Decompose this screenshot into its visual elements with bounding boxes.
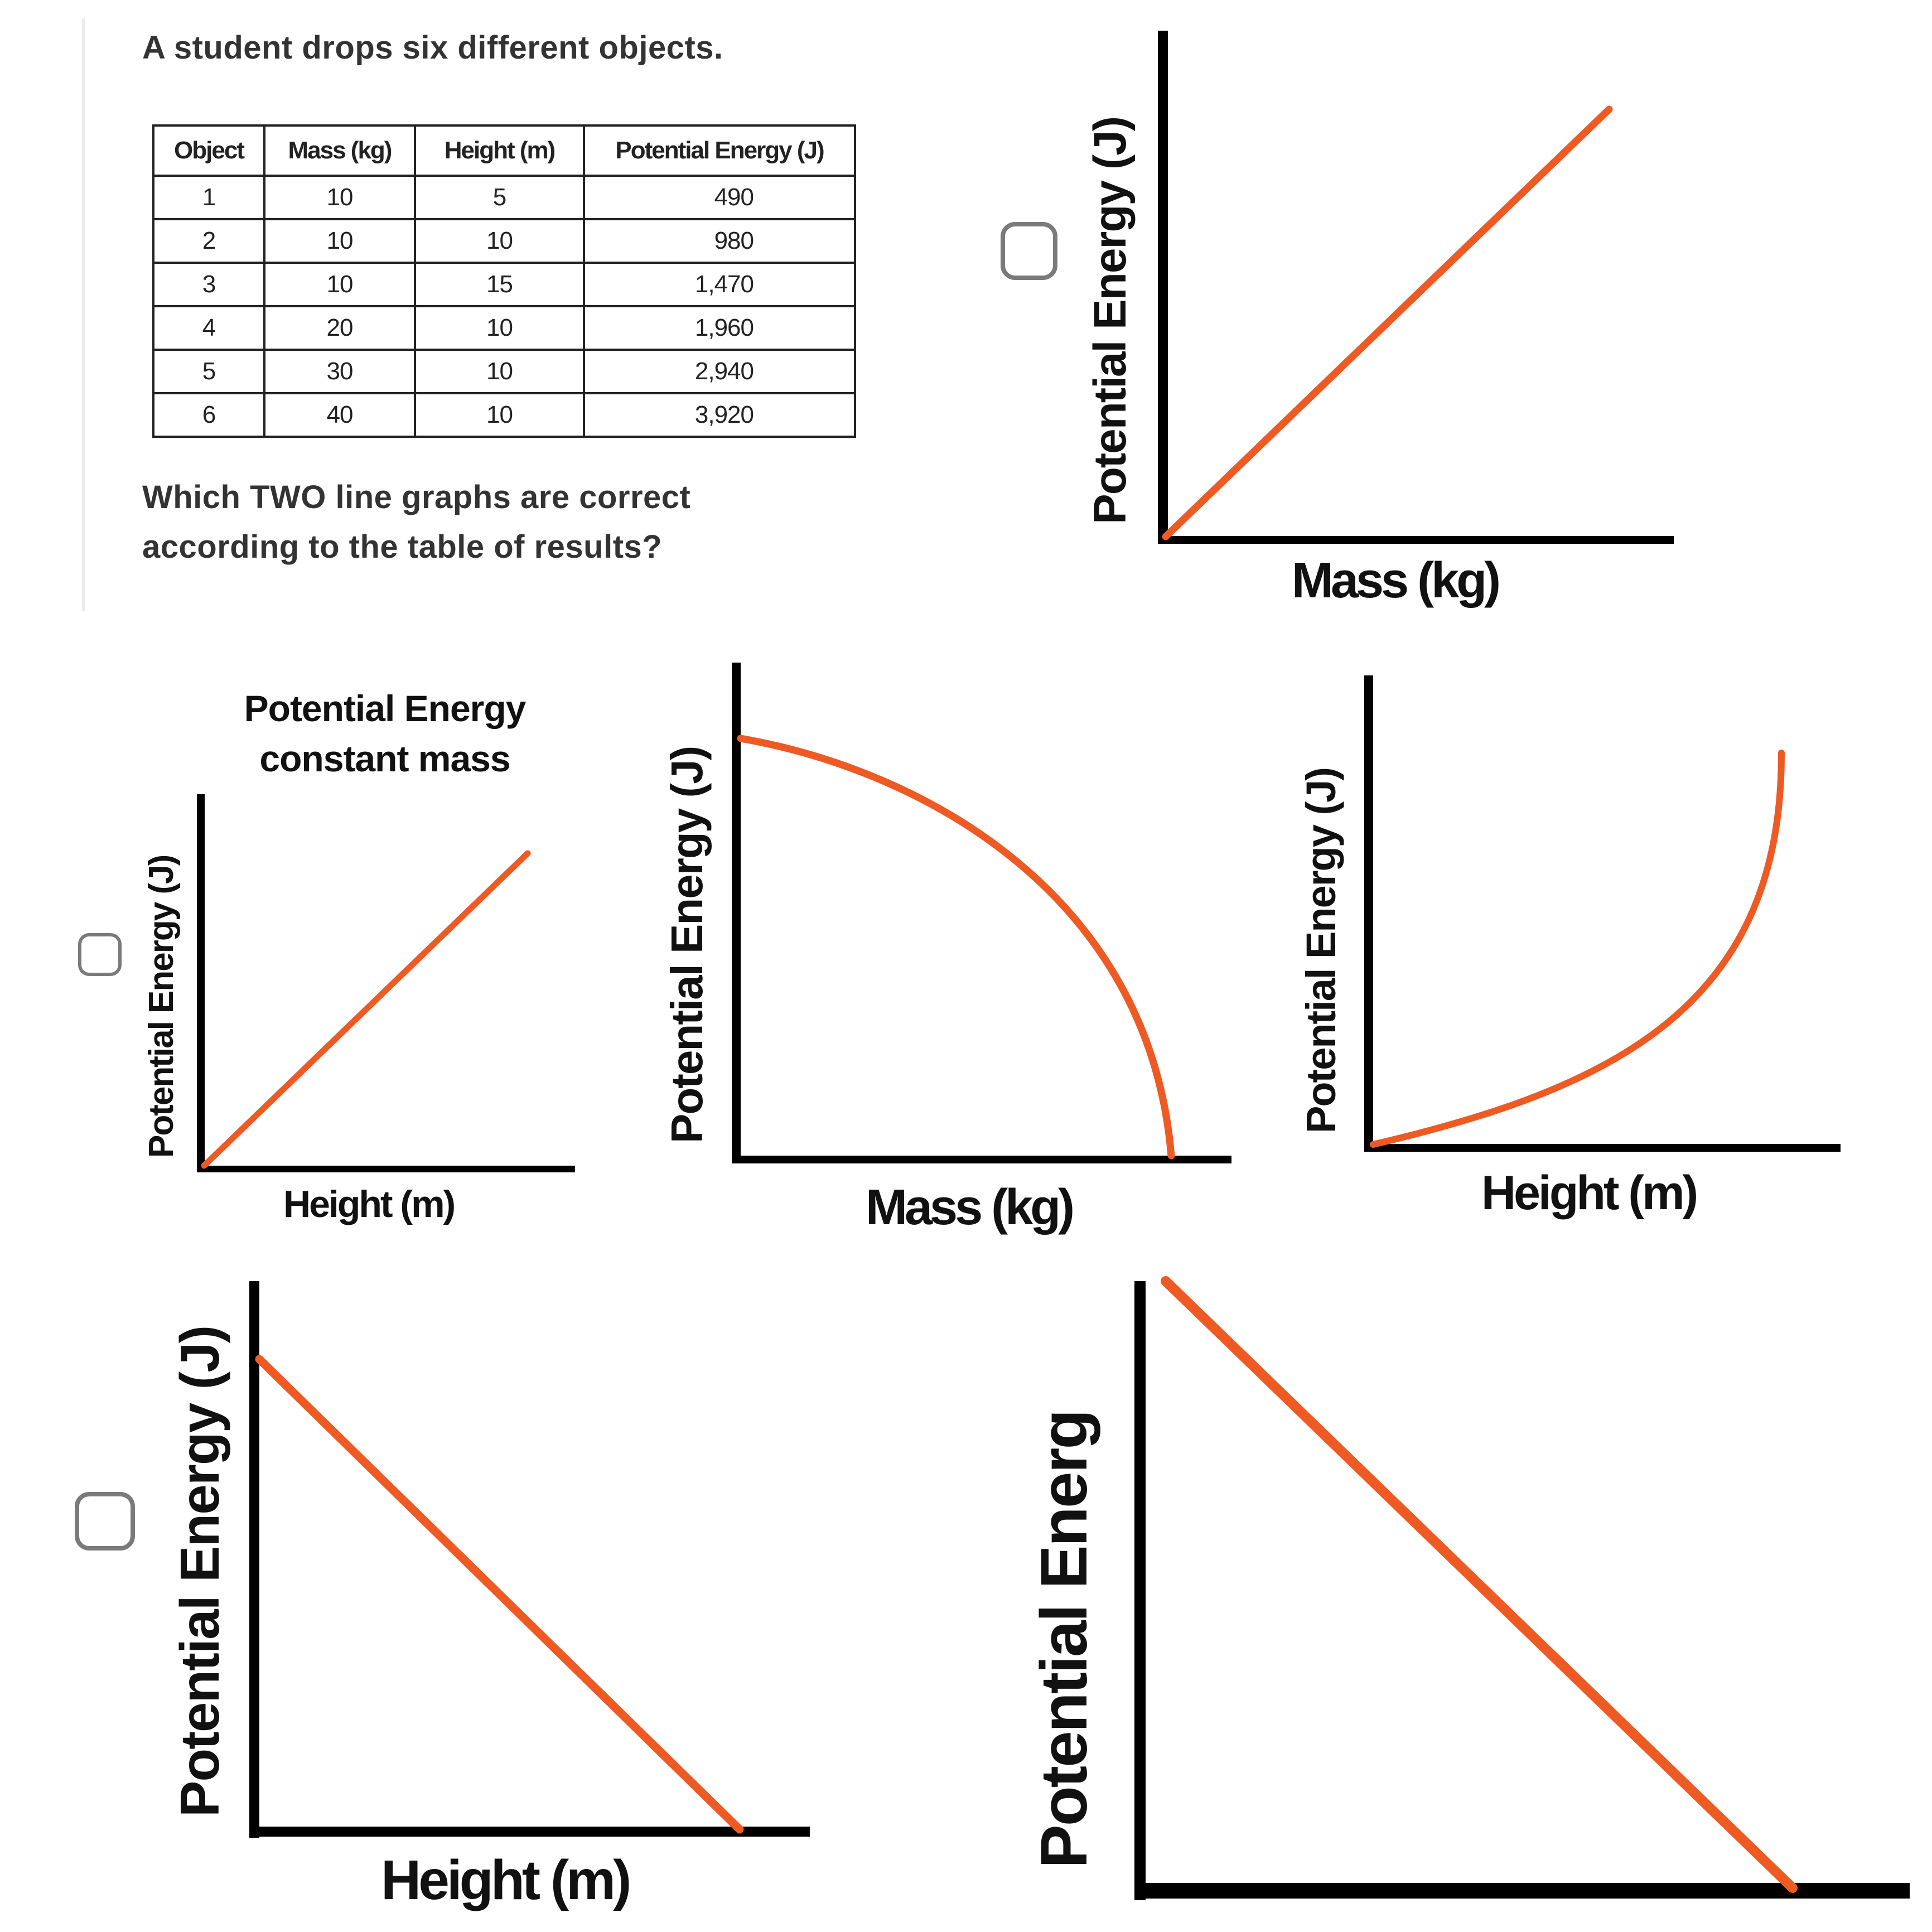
cell-mass: 10	[263, 175, 416, 220]
option-e-checkbox[interactable]	[75, 1492, 135, 1551]
cell-height: 10	[414, 392, 585, 438]
graph-c-curve	[737, 735, 1175, 1160]
cell-potential-energy: 1,470	[583, 262, 856, 307]
table-row: 1 10 5 490	[152, 175, 856, 220]
cell-object: 4	[152, 305, 265, 351]
graph-a-y-label: Potential Energy (J)	[1085, 117, 1136, 524]
cell-height: 10	[414, 305, 585, 351]
cell-potential-energy: 3,920	[583, 392, 856, 438]
graph-d-curve	[1370, 750, 1785, 1148]
graph-a	[1158, 31, 1674, 544]
table-row: 4 20 10 1,960	[152, 305, 856, 351]
graph-b-x-label: Height (m)	[283, 1183, 456, 1225]
cell-mass: 10	[263, 262, 416, 307]
graph-b-y-label: Potential Energy (J)	[142, 855, 181, 1158]
graph-b-title-line-1: Potential Energy	[244, 688, 527, 729]
col-header-object: Object	[152, 124, 265, 177]
graph-c-x-label: Mass (kg)	[866, 1180, 1075, 1235]
cell-height: 5	[414, 175, 585, 220]
cell-object: 2	[152, 218, 265, 264]
graph-b-line	[201, 850, 531, 1169]
question-prompt-line-1: Which TWO line graphs are correct	[142, 479, 691, 515]
cell-mass: 40	[263, 392, 416, 438]
cell-height: 15	[414, 262, 585, 307]
graph-c	[732, 663, 1231, 1163]
table-row: 3 10 15 1,470	[152, 262, 856, 307]
table-header-row: Object Mass (kg) Height (m) Potential En…	[152, 124, 856, 177]
cell-object: 3	[152, 262, 265, 307]
graph-e	[249, 1281, 810, 1838]
graph-b-title-line-2: constant mass	[259, 738, 510, 779]
left-divider	[82, 18, 85, 611]
option-b-checkbox[interactable]	[78, 933, 122, 976]
graph-c-y-label: Potential Energy (J)	[662, 746, 712, 1143]
graph-e-y-label: Potential Energy (J)	[169, 1326, 230, 1817]
table-row: 5 30 10 2,940	[152, 349, 856, 394]
graph-d-x-label: Height (m)	[1481, 1166, 1698, 1220]
graph-a-line	[1162, 105, 1613, 540]
cell-potential-energy: 980	[583, 218, 856, 264]
cell-potential-energy: 2,940	[583, 349, 856, 394]
graph-e-line	[255, 1355, 744, 1834]
cell-mass: 30	[263, 349, 416, 394]
option-a-checkbox[interactable]	[1001, 222, 1057, 280]
cell-height: 10	[414, 218, 585, 264]
col-header-mass: Mass (kg)	[263, 124, 416, 177]
cell-mass: 10	[263, 218, 416, 264]
graph-b	[197, 794, 575, 1172]
col-header-height: Height (m)	[414, 124, 585, 177]
graph-a-x-label: Mass (kg)	[1292, 553, 1501, 608]
results-table: Object Mass (kg) Height (m) Potential En…	[152, 124, 856, 438]
question-intro: A student drops six different objects.	[142, 30, 723, 66]
cell-object: 1	[152, 175, 265, 220]
graph-f-y-label: Potential Energ	[1027, 1411, 1101, 1868]
graph-f-line	[1161, 1276, 1798, 1893]
question-prompt-line-2: according to the table of results?	[142, 529, 663, 565]
table-row: 2 10 10 980	[152, 218, 856, 264]
cell-object: 5	[152, 349, 265, 394]
cell-object: 6	[152, 392, 265, 438]
col-header-potential-energy: Potential Energy (J)	[583, 124, 856, 177]
cell-mass: 20	[263, 305, 416, 351]
cell-height: 10	[414, 349, 585, 394]
table-row: 6 40 10 3,920	[152, 392, 856, 438]
cell-potential-energy: 490	[583, 175, 856, 220]
cell-potential-energy: 1,960	[583, 305, 856, 351]
graph-d-y-label: Potential Energy (J)	[1298, 768, 1344, 1133]
graph-d	[1364, 675, 1841, 1152]
graph-f	[1134, 1276, 1910, 1900]
graph-e-x-label: Height (m)	[381, 1849, 631, 1911]
